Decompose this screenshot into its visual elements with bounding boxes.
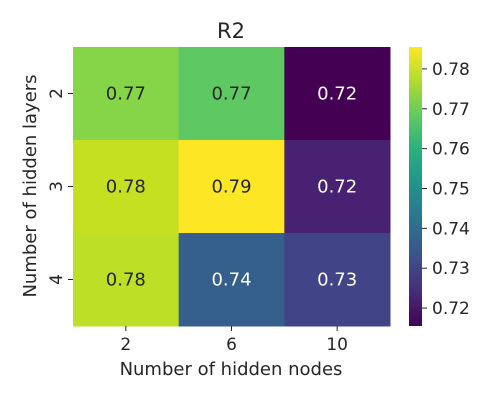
heatmap-cells: 0.77 0.77 0.72 0.78 0.79 0.72 0.78 0.74 0.73 [73, 47, 391, 327]
x-tick-label: 2 [120, 335, 131, 355]
cell-value-label: 0.78 [106, 270, 146, 291]
colorbar-tick-label: 0.75 [432, 179, 470, 199]
heatmap-cell [284, 233, 391, 327]
colorbar-tick-label: 0.77 [432, 100, 470, 120]
y-tick-label: 3 [47, 181, 67, 192]
cell-value-label: 0.72 [317, 84, 357, 105]
y-axis-label: Number of hidden layers [20, 74, 41, 297]
heatmap-cell [178, 140, 285, 234]
heatmap-cell [73, 47, 180, 141]
colorbar [409, 47, 422, 326]
heatmap-cell [284, 47, 391, 141]
colorbar-axis: 0.72 0.73 0.74 0.75 0.76 0.77 0.78 [422, 60, 470, 319]
colorbar-tick-label: 0.74 [432, 219, 470, 239]
x-tick-label: 6 [226, 335, 237, 355]
heatmap-cell [178, 233, 285, 327]
cell-value-label: 0.74 [211, 270, 251, 291]
cell-value-label: 0.72 [317, 177, 357, 198]
colorbar-tick-label: 0.78 [432, 60, 470, 80]
x-tick-label: 10 [326, 335, 348, 355]
cell-value-label: 0.77 [106, 84, 146, 105]
chart-title: R2 [217, 19, 245, 43]
colorbar-tick-label: 0.73 [432, 259, 470, 279]
cell-value-label: 0.73 [317, 270, 357, 291]
colorbar-tick-label: 0.76 [432, 140, 470, 160]
cell-value-label: 0.78 [106, 177, 146, 198]
y-axis: 2 3 4 [47, 88, 73, 285]
y-tick-label: 2 [47, 88, 67, 99]
heatmap-cell [73, 140, 180, 234]
x-axis-label: Number of hidden nodes [120, 359, 343, 380]
cell-value-label: 0.77 [211, 84, 251, 105]
colorbar-tick-label: 0.72 [432, 299, 470, 319]
heatmap-cell [73, 233, 180, 327]
y-tick-label: 4 [47, 274, 67, 285]
x-axis: 2 6 10 [120, 326, 348, 355]
cell-value-label: 0.79 [211, 177, 251, 198]
heatmap-cell [284, 140, 391, 234]
heatmap-cell [178, 47, 285, 141]
